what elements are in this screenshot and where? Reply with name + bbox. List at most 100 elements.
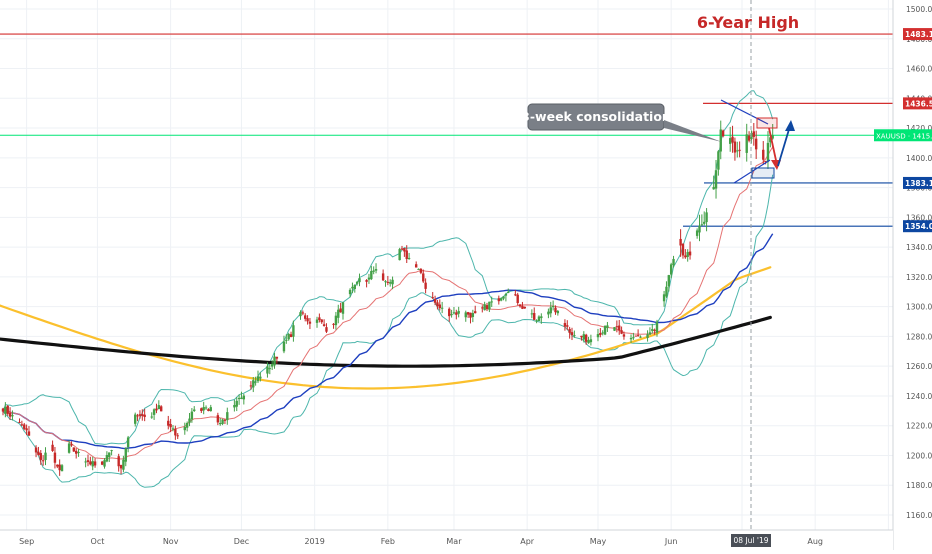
- candle-173: [570, 327, 574, 341]
- candle-body-143: [471, 313, 475, 317]
- moving-averages: [0, 146, 774, 460]
- candle-body-193: [636, 335, 640, 337]
- candle-197: [651, 323, 654, 334]
- candle-body-116: [384, 281, 387, 283]
- candle-188: [620, 326, 623, 335]
- candle-body-134: [440, 307, 444, 309]
- candle-body-20: [67, 443, 71, 453]
- candle-222: [733, 137, 737, 161]
- crosshair-date-tag: [731, 534, 771, 547]
- candle-body-30: [100, 461, 104, 465]
- candle-body-233: [769, 137, 772, 143]
- candle-body-106: [351, 286, 354, 289]
- candle-174: [573, 330, 576, 338]
- candle-body-8: [25, 428, 28, 431]
- candle-171: [566, 320, 569, 330]
- candle-body-101: [334, 315, 338, 326]
- candle-body-230: [762, 149, 765, 160]
- candle-126: [417, 268, 420, 270]
- candle-204: [672, 255, 675, 268]
- x-tick-label-2: Oct: [91, 537, 105, 546]
- candle-body-174: [573, 335, 576, 337]
- candle-199: [655, 319, 659, 337]
- candle-131: [433, 295, 437, 306]
- candle-body-136: [450, 314, 453, 316]
- candle-36: [119, 464, 123, 475]
- candle-118: [389, 279, 392, 287]
- candle-166: [549, 301, 552, 318]
- sma-200-line: [0, 315, 772, 368]
- candle-body-200: [662, 294, 666, 302]
- candle-body-107: [353, 284, 356, 290]
- candle-50: [167, 415, 170, 430]
- candle-body-169: [556, 310, 560, 314]
- candle-83: [273, 352, 276, 369]
- candle-body-232: [766, 142, 770, 162]
- candle-body-219: [721, 130, 725, 137]
- candle-body-26: [86, 460, 90, 462]
- candle-196: [648, 327, 652, 335]
- candle-154: [507, 288, 510, 294]
- candle-body-115: [381, 273, 385, 281]
- candle-body-201: [665, 286, 668, 297]
- candle-160: [530, 309, 534, 319]
- candle-body-38: [124, 448, 127, 462]
- candle-34: [110, 449, 113, 456]
- candle-183: [603, 325, 607, 336]
- y-tick-label-4: 1240.00: [906, 392, 932, 401]
- price-axis: 1160.00 1180.00 1200.00 1220.00 1240.00 1260.…: [874, 0, 932, 550]
- candle-body-84: [275, 356, 279, 359]
- candle-body-4: [11, 415, 14, 417]
- candle-body-217: [717, 151, 720, 170]
- candle-body-137: [452, 312, 456, 314]
- candle-body-187: [618, 325, 621, 331]
- x-tick-label-12: Aug: [807, 537, 823, 546]
- candle-body-123: [405, 250, 408, 260]
- candle-159: [523, 306, 526, 309]
- candle-67: [221, 418, 224, 426]
- candle-body-124: [407, 257, 411, 259]
- candle-210: [695, 228, 699, 239]
- candle-body-43: [141, 414, 144, 416]
- candle-11: [37, 446, 40, 456]
- candle-body-125: [414, 264, 418, 268]
- candle-body-32: [105, 455, 109, 462]
- candle-49: [159, 405, 163, 412]
- candle-56: [185, 421, 189, 432]
- level-tag-2: [903, 176, 932, 189]
- candle-body-150: [497, 298, 501, 302]
- candle-body-48: [157, 405, 161, 410]
- candle-body-50: [167, 420, 170, 426]
- candle-45: [150, 412, 153, 419]
- candle-233: [769, 136, 772, 148]
- candle-body-168: [554, 307, 557, 313]
- y-tick-label-9: 1340.00: [906, 243, 932, 252]
- candle-body-186: [615, 326, 619, 328]
- level-tag-3: [903, 220, 932, 233]
- candle-181: [599, 328, 602, 338]
- candle-167: [551, 300, 555, 311]
- candle-body-42: [138, 414, 142, 416]
- candle-85: [282, 335, 286, 354]
- candle-117: [386, 275, 390, 286]
- candle-body-61: [202, 407, 205, 411]
- candle-body-180: [596, 334, 600, 338]
- candle-body-21: [70, 444, 73, 446]
- candle-body-161: [533, 313, 536, 320]
- candle-body-96: [318, 317, 321, 321]
- x-tick-label-10: Jun: [664, 537, 678, 546]
- candle-40: [134, 412, 137, 427]
- candle-182: [601, 330, 604, 336]
- candle-15: [51, 440, 54, 452]
- level-tag-text-3: 1354.06: [905, 222, 932, 231]
- candle-body-33: [108, 452, 111, 458]
- candle-body-44: [143, 414, 146, 418]
- candle-body-196: [648, 332, 652, 335]
- candle-41: [136, 413, 139, 422]
- level-tag-0: [903, 28, 932, 41]
- candle-175: [580, 335, 583, 341]
- candle-body-81: [268, 368, 271, 370]
- candle-120: [398, 247, 401, 261]
- candle-12: [39, 450, 42, 465]
